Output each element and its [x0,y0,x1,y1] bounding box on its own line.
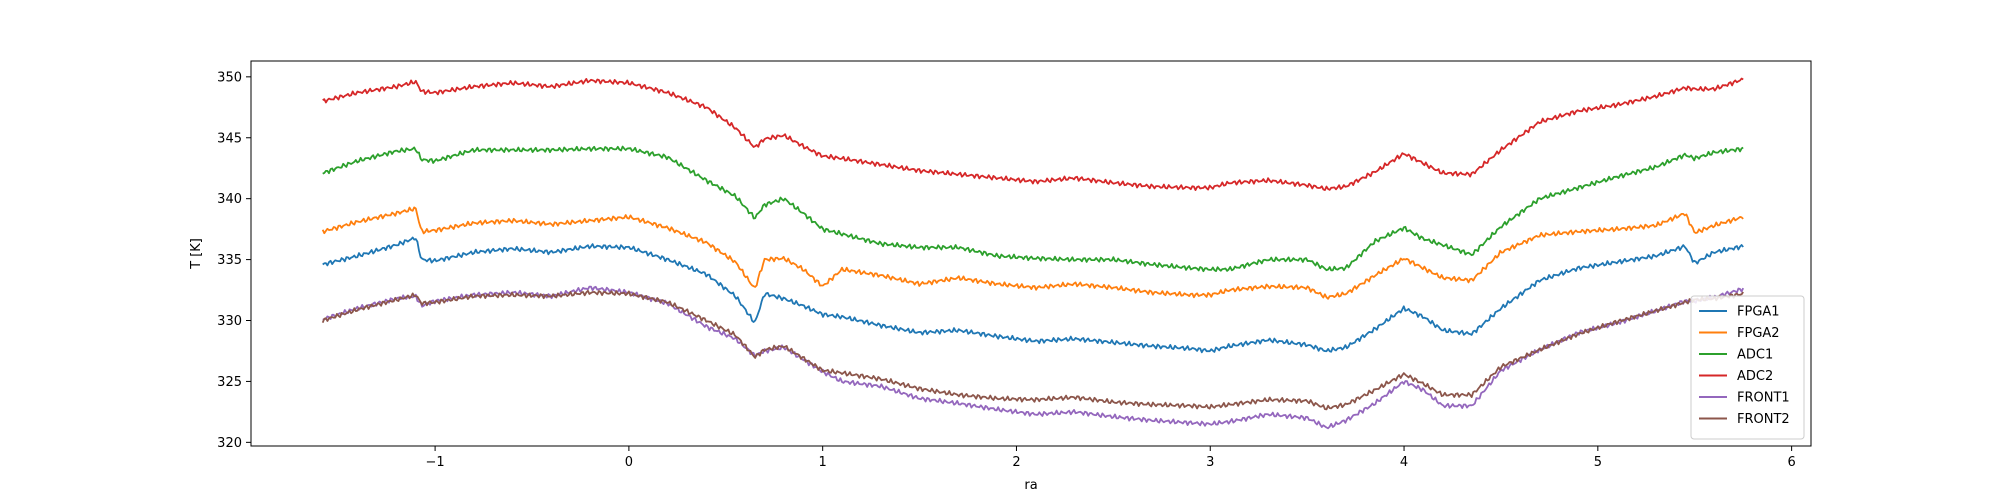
y-tick-label: 325 [217,375,242,390]
x-axis: −1 0 1 2 3 4 5 6 [426,446,1796,470]
series-line-front2 [321,289,1744,411]
y-tick-label: 350 [217,70,242,85]
x-tick-label: 1 [819,455,827,470]
y-tick-label: 330 [217,314,242,329]
x-tick-label: 5 [1594,455,1602,470]
legend: FPGA1 FPGA2 ADC1 ADC2 FRONT1 FRONT2 [1690,295,1805,440]
y-tick-label: 320 [217,436,242,451]
plot-frame [250,60,1812,447]
series-line-fpga2 [321,206,1744,300]
legend-label: ADC2 [1737,369,1773,384]
legend-label: FPGA2 [1737,326,1780,341]
y-axis: 320 325 330 335 340 345 350 [217,70,251,451]
series-line-front1 [322,285,1745,430]
x-tick-label: 0 [625,455,633,470]
series-line-fpga1 [322,236,1744,354]
series-layer [321,77,1745,430]
series-line-adc1 [322,145,1744,273]
legend-label: FPGA1 [1737,305,1780,320]
series-line-adc2 [322,77,1744,191]
y-axis-label: T [K] [189,238,204,270]
y-tick-label: 335 [217,253,242,268]
legend-label: FRONT2 [1737,412,1790,427]
x-tick-label: 2 [1012,455,1020,470]
x-axis-label: ra [1024,478,1037,493]
x-tick-label: 6 [1787,455,1795,470]
x-tick-label: 4 [1400,455,1408,470]
x-tick-label: 3 [1206,455,1214,470]
legend-label: ADC1 [1737,348,1773,363]
y-tick-label: 340 [217,192,242,207]
legend-label: FRONT1 [1737,391,1790,406]
y-tick-label: 345 [217,131,242,146]
x-tick-label: −1 [426,455,445,470]
